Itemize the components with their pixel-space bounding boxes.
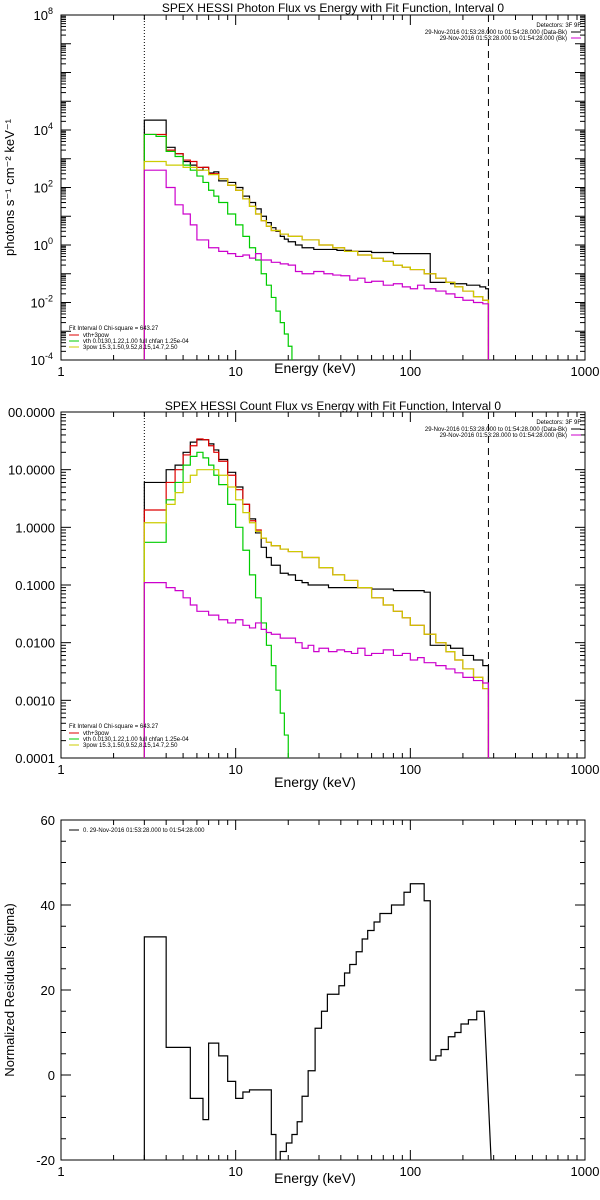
y-tick-label: 100 bbox=[34, 236, 53, 253]
y-tick-label: 0.0001 bbox=[15, 751, 55, 766]
legend-label: vth+3pow bbox=[83, 333, 110, 339]
y-tick-label: 40 bbox=[41, 898, 55, 913]
photon-flux-panel: SPEX HESSI Photon Flux vs Energy with Fi… bbox=[2, 1, 599, 379]
x-tick-label: 100 bbox=[399, 364, 421, 379]
series-group bbox=[143, 883, 492, 1160]
x-tick-label: 100 bbox=[399, 1164, 421, 1179]
legend-label: 29-Nov-2016 01:53:28.000 to 01:54:28.000… bbox=[440, 36, 567, 42]
y-tick-base: 10 bbox=[34, 238, 48, 253]
y-tick-label: 00.0000 bbox=[8, 405, 55, 420]
x-axis-label: Energy (keV) bbox=[274, 1170, 356, 1186]
x-tick-label: 1 bbox=[57, 762, 64, 777]
y-tick-base: 10 bbox=[31, 353, 45, 368]
y-tick-label: 20 bbox=[41, 983, 55, 998]
y-tick-label: 0 bbox=[48, 1068, 55, 1083]
y-tick-exponent: 2 bbox=[48, 179, 53, 189]
legend-label: 29-Nov-2016 01:53:28.000 to 01:54:28.000… bbox=[440, 433, 567, 439]
x-axis-label: Energy (keV) bbox=[274, 774, 356, 790]
x-tick-label: 1000 bbox=[571, 762, 600, 777]
legend-label: vth 0.0130,1.22,1.00 full chfan 1.25e-04 bbox=[83, 339, 189, 345]
count-flux-panel: SPEX HESSI Count Flux vs Energy with Fit… bbox=[8, 399, 599, 790]
y-tick-label: 104 bbox=[34, 121, 53, 138]
y-tick-label: 0.0100 bbox=[15, 636, 55, 651]
x-tick-label: 10 bbox=[228, 762, 242, 777]
x-tick-label: 10 bbox=[228, 1164, 242, 1179]
y-tick-label: 10-2 bbox=[31, 294, 53, 311]
series-line-4 bbox=[143, 169, 490, 360]
x-tick-label: 1 bbox=[57, 364, 64, 379]
series-line-4 bbox=[143, 582, 490, 758]
series-group bbox=[143, 119, 490, 360]
legend-label: 3pow 15.3,1.50,9.52,8.15,14.7,2.50 bbox=[83, 345, 178, 351]
legend-label: 3pow 15.3,1.50,9.52,8.15,14.7,2.50 bbox=[83, 743, 178, 749]
chart-title: SPEX HESSI Photon Flux vs Energy with Fi… bbox=[162, 1, 504, 15]
y-tick-base: 10 bbox=[34, 123, 48, 138]
series-line-2 bbox=[143, 133, 293, 360]
y-tick-label: 0.0010 bbox=[15, 693, 55, 708]
x-tick-label: 10 bbox=[228, 364, 242, 379]
y-tick-label: 108 bbox=[34, 6, 53, 23]
series-line-2 bbox=[143, 451, 289, 758]
series-line-0 bbox=[143, 883, 492, 1160]
y-tick-label: 102 bbox=[34, 179, 53, 196]
y-tick-label: 1.0000 bbox=[15, 520, 55, 535]
y-tick-label: 10.0000 bbox=[8, 463, 55, 478]
y-tick-exponent: 8 bbox=[48, 6, 53, 16]
y-tick-base: 10 bbox=[31, 296, 45, 311]
series-group bbox=[143, 438, 490, 758]
legend-label: vth+3pow bbox=[83, 731, 110, 737]
x-tick-label: 1000 bbox=[571, 364, 600, 379]
legend-label: 29-Nov-2016 01:53:28.000 to 01:54:28.000… bbox=[425, 30, 567, 36]
series-line-3 bbox=[143, 160, 490, 360]
x-tick-label: 1000 bbox=[571, 1164, 600, 1179]
legend-header: Detectors: 3F 9F bbox=[536, 420, 581, 426]
residuals-panel: 1 10 100 1000 -20 0 20 40 60 Energy (keV) Normaliz… bbox=[2, 813, 599, 1186]
y-tick-base: 10 bbox=[34, 181, 48, 196]
legend-header: Detectors: 3F 9F bbox=[536, 23, 581, 29]
legend-header: Fit Interval 0 Chi-square = 643.27 bbox=[69, 326, 159, 332]
chart-title: SPEX HESSI Count Flux vs Energy with Fit… bbox=[165, 399, 501, 413]
x-tick-label: 100 bbox=[399, 762, 421, 777]
y-tick-base: 10 bbox=[34, 8, 48, 23]
y-tick-label: 0.1000 bbox=[15, 578, 55, 593]
y-tick-exponent: -2 bbox=[45, 294, 53, 304]
legend-label: vth 0.0130,1.22,1.00 full chfan 1.25e-04 bbox=[83, 737, 189, 743]
legend-header: Fit Interval 0 Chi-square = 643.27 bbox=[69, 724, 159, 730]
y-axis-label: photons s⁻¹ cm⁻² keV⁻¹ bbox=[2, 118, 17, 256]
y-tick-exponent: -4 bbox=[45, 351, 53, 361]
legend-label: 0. 29-Nov-2016 01:53:28.000 to 01:54:28.… bbox=[83, 828, 205, 834]
legend-label: 29-Nov-2016 01:53:28.000 to 01:54:28.000… bbox=[425, 427, 567, 433]
y-tick-label: 10-4 bbox=[31, 351, 53, 368]
y-tick-label: 60 bbox=[41, 813, 55, 828]
y-tick-exponent: 0 bbox=[48, 236, 53, 246]
y-axis-label: Normalized Residuals (sigma) bbox=[2, 903, 17, 1076]
series-line-3 bbox=[143, 469, 490, 758]
y-tick-exponent: 4 bbox=[48, 121, 53, 131]
x-axis-label: Energy (keV) bbox=[274, 360, 356, 376]
y-tick-label: -20 bbox=[36, 1153, 55, 1168]
x-tick-label: 1 bbox=[57, 1164, 64, 1179]
